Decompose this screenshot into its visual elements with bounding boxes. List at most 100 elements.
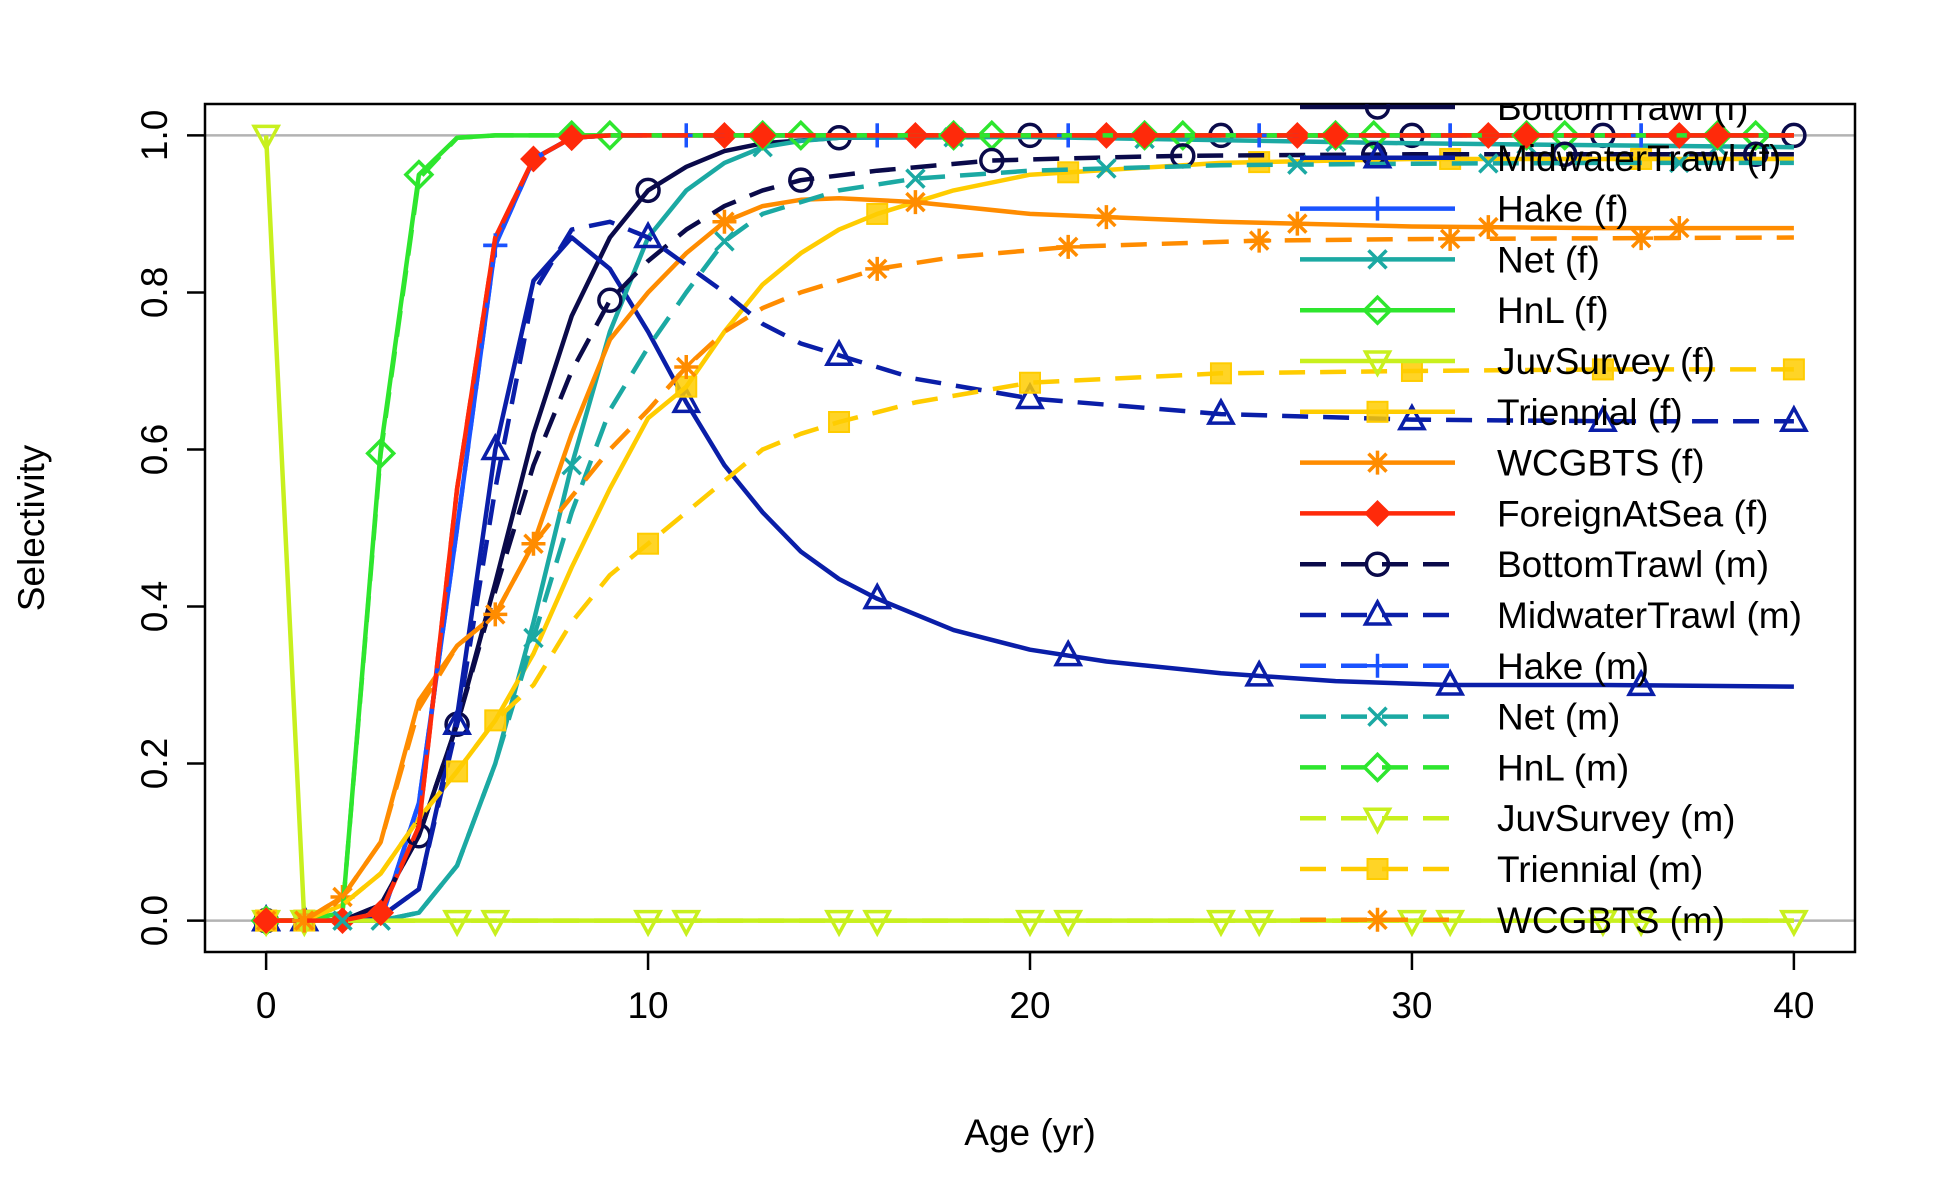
data-point-marker [1057, 161, 1080, 184]
x-axis: 0 10 20 30 40 [256, 950, 1814, 1026]
legend-item-foreignatsea-m: ForeignAtSea (m) [1497, 951, 1789, 952]
legend-marker [1367, 706, 1388, 727]
legend-item-hake-f: Hake (f) [1300, 189, 1629, 230]
data-point-marker [866, 202, 889, 225]
data-point-marker [1053, 638, 1084, 667]
legend-label: ForeignAtSea (f) [1497, 493, 1768, 534]
data-point-marker [292, 908, 317, 933]
data-point-marker [905, 168, 926, 189]
legend-marker [1362, 751, 1393, 783]
series-line [266, 235, 1794, 923]
legend-item-juvsurvey-m: JuvSurvey (m) [1300, 798, 1735, 839]
x-tick-label: 30 [1391, 985, 1432, 1026]
legend-item-foreignatsea-f: ForeignAtSea (f) [1300, 493, 1768, 534]
legend-item-hnl-f: HnL (f) [1300, 290, 1609, 331]
data-point-marker [1285, 211, 1310, 236]
legend-marker [1365, 907, 1390, 932]
data-point-marker [1591, 358, 1614, 381]
data-point-marker [637, 532, 660, 555]
legend-marker [1364, 499, 1391, 527]
data-point-marker [1551, 141, 1578, 168]
series-line [266, 367, 1794, 923]
legend-label: WCGBTS (m) [1497, 900, 1725, 941]
data-point-marker [252, 907, 280, 935]
legend-label: Net (f) [1497, 239, 1600, 280]
data-point-marker [1396, 402, 1427, 431]
y-axis-label: Selectivity [11, 444, 52, 611]
legend-label: HnL (f) [1497, 290, 1609, 331]
data-point-marker [1244, 659, 1275, 687]
data-point-marker [442, 707, 473, 736]
legend-item-triennial-f: Triennial (f) [1300, 392, 1683, 433]
data-point-marker [635, 177, 661, 204]
legend-item-triennial-m: Triennial (m) [1300, 849, 1703, 890]
y-tick-label: 0.6 [134, 424, 175, 475]
legend-label: HnL (m) [1497, 747, 1629, 788]
data-point-marker [1629, 226, 1654, 251]
data-point-marker [1322, 121, 1349, 149]
legend-marker [1362, 141, 1393, 169]
data-point-marker [674, 355, 699, 380]
data-point-marker [785, 119, 817, 151]
legend-marker [1364, 104, 1391, 120]
data-point-marker [940, 121, 968, 149]
y-tick-label: 1.0 [134, 110, 175, 161]
legend-label: JuvSurvey (m) [1497, 798, 1735, 839]
data-point-marker [1778, 404, 1809, 432]
data-point-marker [1742, 141, 1769, 168]
legend-label: Net (m) [1497, 697, 1620, 738]
data-point-marker [712, 209, 737, 234]
data-point-marker [749, 121, 777, 149]
legend-label: BottomTrawl (f) [1497, 87, 1748, 128]
y-tick-label: 0.8 [134, 267, 175, 318]
data-point-marker [788, 167, 814, 193]
legend-label: JuvSurvey (f) [1497, 341, 1715, 382]
data-point-marker [671, 385, 702, 414]
series-midwatertrawl-f [251, 235, 1794, 932]
data-point-marker [558, 124, 586, 152]
legend-label: Triennial (m) [1497, 849, 1703, 890]
data-point-marker [862, 582, 893, 610]
data-point-marker [597, 287, 623, 314]
data-point-marker [561, 454, 582, 476]
data-point-marker [1400, 359, 1423, 382]
legend-label: Hake (f) [1497, 189, 1629, 230]
data-point-marker [828, 411, 851, 433]
data-point-marker [1435, 668, 1466, 696]
data-point-marker [446, 760, 469, 783]
series-triennial-m [255, 358, 1805, 932]
data-point-marker [251, 124, 282, 153]
data-point-marker [633, 220, 664, 249]
y-axis: 0.0 0.2 0.4 0.6 0.8 1.0 [134, 110, 205, 946]
legend-marker [1366, 400, 1389, 423]
data-point-marker [594, 119, 626, 151]
data-point-marker [714, 231, 735, 252]
data-point-marker [1206, 397, 1236, 425]
data-point-marker [484, 709, 507, 732]
data-point-marker [1056, 234, 1081, 259]
data-point-marker [1587, 404, 1618, 432]
legend-label: MidwaterTrawl (f) [1497, 138, 1781, 179]
data-point-marker [1626, 909, 1657, 938]
legend: BottomTrawl (f) MidwaterTrawl (f) Hake (f)… [1300, 87, 1802, 952]
data-point-marker [1053, 909, 1084, 938]
legend-marker [1365, 653, 1390, 678]
legend-item-juvsurvey-f: JuvSurvey (f) [1300, 341, 1715, 382]
legend-item-midwatertrawl-f: MidwaterTrawl (f) [1300, 138, 1781, 179]
x-tick-label: 40 [1773, 985, 1814, 1026]
data-point-marker [903, 190, 928, 215]
legend-marker [1362, 807, 1393, 835]
data-point-marker [1096, 158, 1117, 179]
legend-marker [1362, 598, 1393, 626]
series-layer [250, 119, 1809, 938]
legend-item-wcgbts-m: WCGBTS (m) [1300, 900, 1725, 941]
data-point-marker [862, 909, 893, 938]
data-point-marker [1740, 119, 1772, 151]
data-point-marker [824, 338, 854, 367]
x-tick-label: 0 [256, 985, 277, 1026]
data-point-marker [1167, 119, 1199, 151]
data-point-marker [480, 909, 511, 938]
data-point-marker [1019, 371, 1041, 394]
